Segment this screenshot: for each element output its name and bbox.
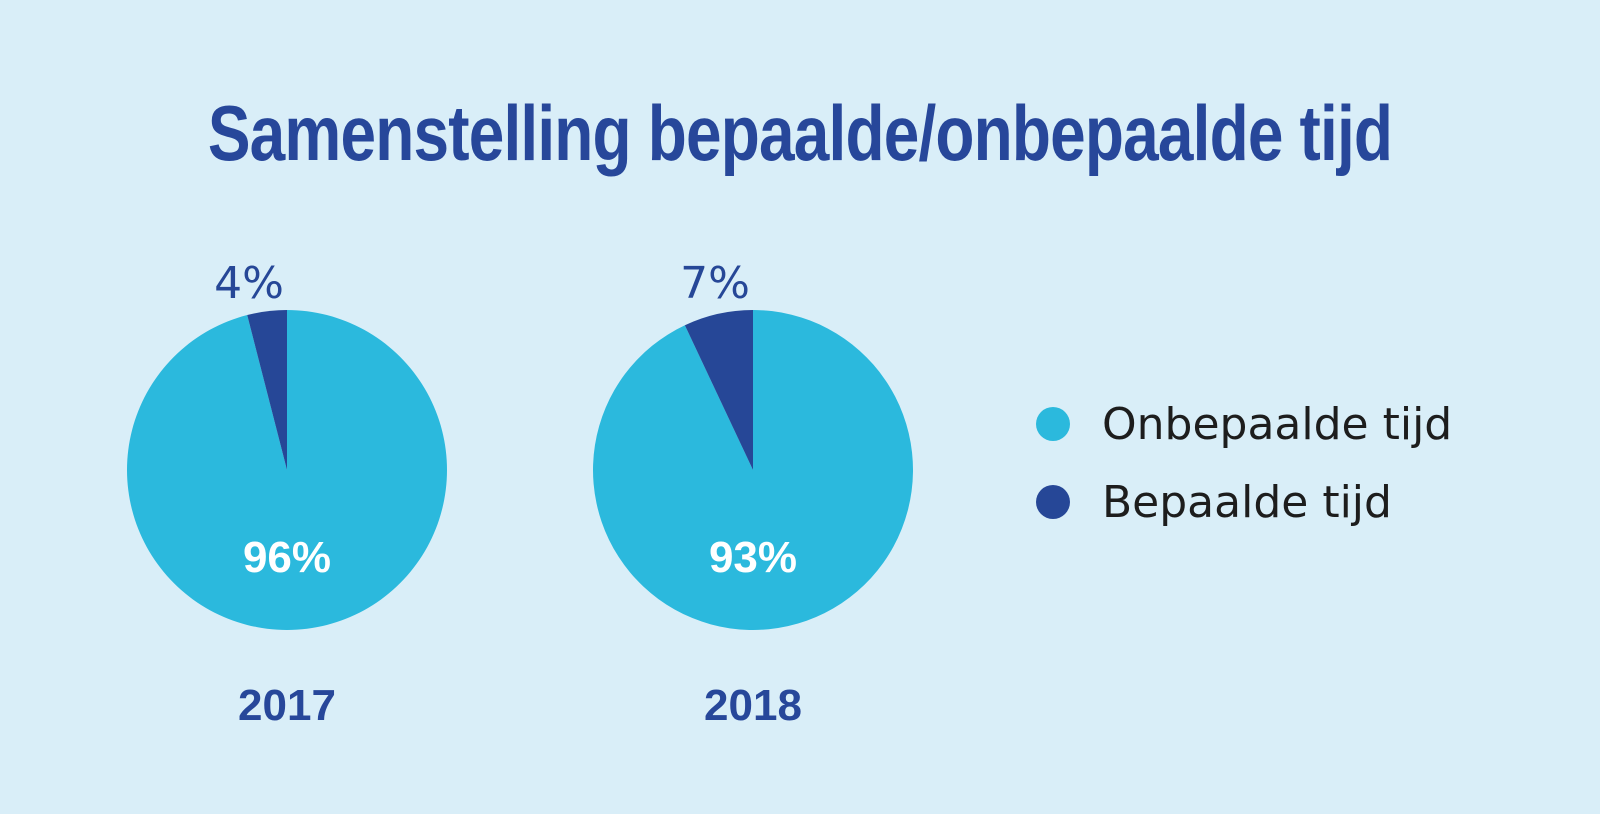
data-label-onbepaalde-2018: 93% bbox=[709, 533, 797, 582]
pie-slice-bepaalde-2017 bbox=[247, 310, 287, 470]
data-label-bepaalde-2018: 7% bbox=[680, 258, 750, 309]
chart-title: Samenstelling bepaalde/onbepaalde tijd bbox=[207, 89, 1393, 177]
legend-dot-bepaalde bbox=[1036, 485, 1070, 519]
pie-chart-2017: 96% 4% 2017 bbox=[127, 258, 448, 730]
year-label-2017: 2017 bbox=[238, 681, 336, 730]
pie-slice-bepaalde-2018 bbox=[684, 310, 753, 470]
pie-chart-2018: 93% 7% 2018 bbox=[593, 258, 913, 730]
legend-label-onbepaalde: Onbepaalde tijd bbox=[1102, 398, 1453, 450]
data-label-onbepaalde-2017: 96% bbox=[243, 533, 331, 582]
legend-dot-onbepaalde bbox=[1036, 407, 1070, 441]
pie-slice-onbepaalde-2017 bbox=[127, 310, 448, 631]
data-label-bepaalde-2017: 4% bbox=[214, 258, 284, 309]
year-label-2018: 2018 bbox=[704, 681, 802, 730]
legend-item-bepaalde: Bepaalde tijd bbox=[1036, 463, 1452, 541]
legend-item-onbepaalde: Onbepaalde tijd bbox=[1036, 385, 1452, 463]
pie-slice-onbepaalde-2018 bbox=[593, 310, 913, 631]
legend-label-bepaalde: Bepaalde tijd bbox=[1102, 476, 1392, 528]
legend: Onbepaalde tijd Bepaalde tijd bbox=[1036, 385, 1452, 541]
